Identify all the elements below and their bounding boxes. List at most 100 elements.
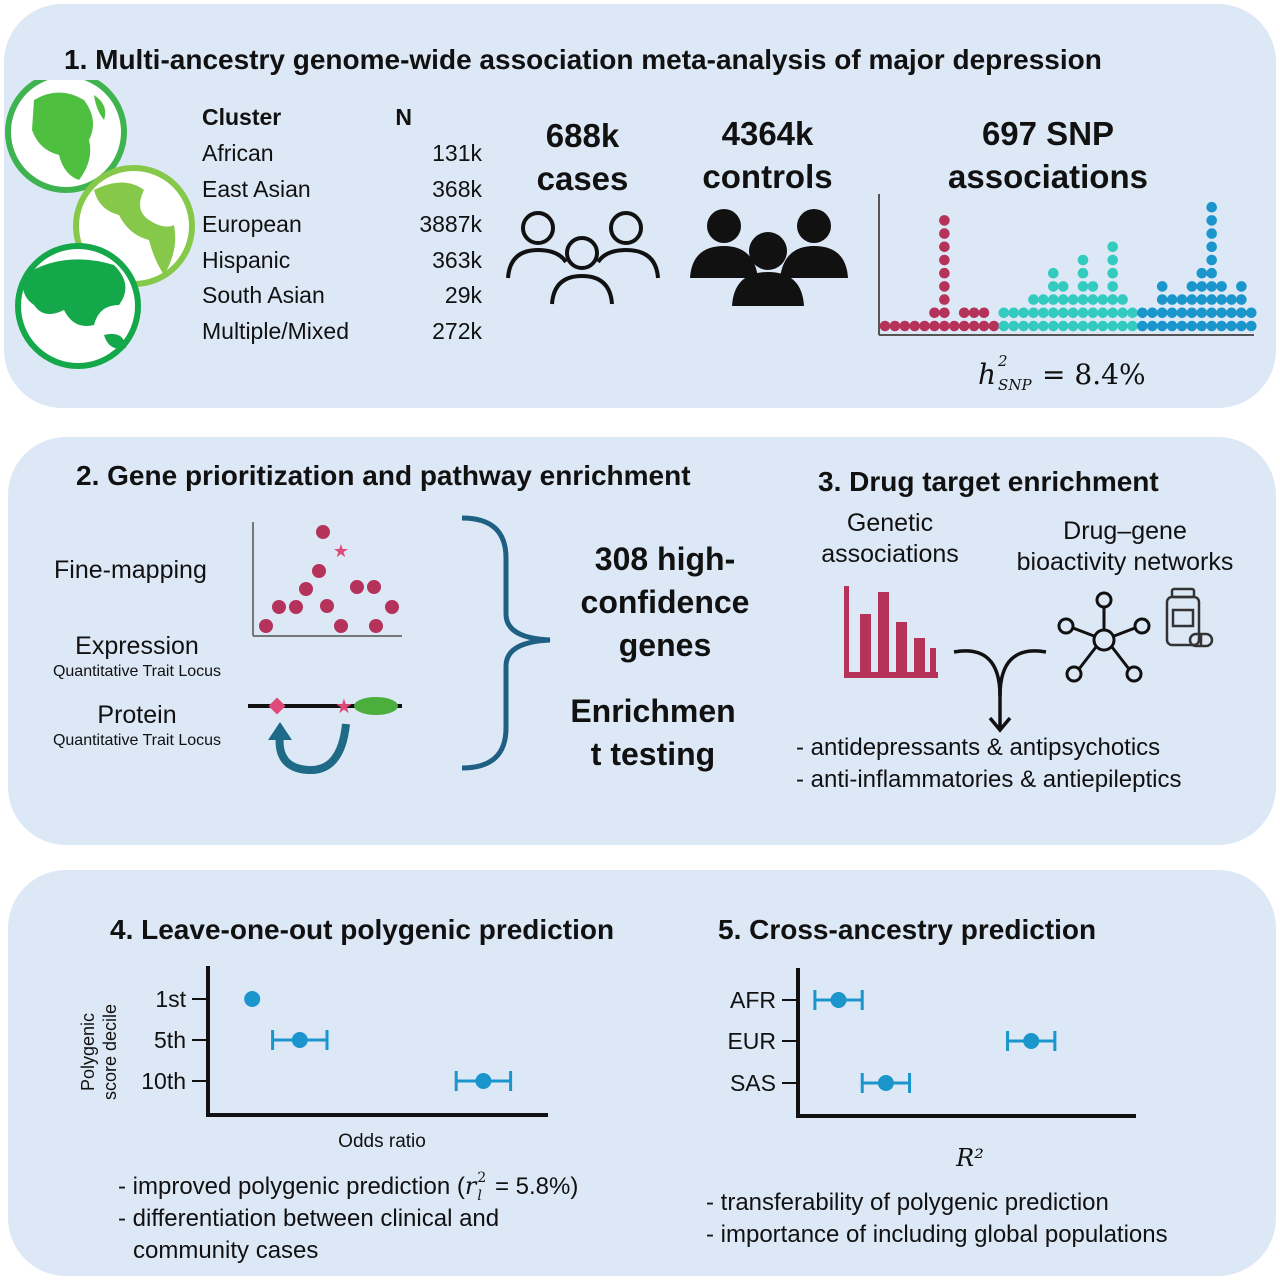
snp-dot [1087, 307, 1099, 319]
prediction-bullet-1: - improved polygenic prediction (r 2 l = 5… [118, 1170, 579, 1204]
panel4-title: 4. Leave-one-out polygenic prediction [110, 914, 615, 945]
snp-dot [929, 320, 940, 332]
snp-dot [1107, 254, 1118, 266]
snp-dot [939, 320, 950, 332]
snp-dot [1127, 320, 1138, 332]
snp-dot [1147, 320, 1158, 332]
ancestry-bullet-1: - transferability of polygenic predictio… [706, 1189, 1109, 1216]
data-point [244, 991, 261, 1007]
snp-dot [1196, 281, 1208, 292]
snp-dot [889, 320, 901, 332]
snp-dot [1196, 267, 1208, 279]
snp-dot [1206, 254, 1217, 266]
snp-dot [1097, 320, 1109, 332]
snp-dot [1226, 307, 1237, 319]
prediction-bullet-2: - differentiation between clinical and c… [118, 1203, 499, 1267]
medicine-bottle-icon [1165, 587, 1214, 648]
snp-dot [1216, 294, 1227, 305]
snp-dot [1048, 267, 1059, 279]
table-header: Cluster N [202, 104, 482, 140]
snp-dot [1067, 320, 1079, 332]
data-point [475, 1073, 492, 1089]
snp-dot [1117, 307, 1128, 319]
snp-dot [1206, 215, 1217, 226]
snp-dot [1236, 281, 1247, 292]
snp-dot [1067, 294, 1079, 305]
table-row: European 3887k [202, 211, 482, 247]
network-icon [1057, 591, 1151, 683]
snp-dot [1107, 281, 1118, 292]
globes-illustration [5, 80, 195, 369]
snp-dot [1186, 320, 1198, 332]
genetic-line2: associations [821, 540, 959, 568]
snp-dot [1038, 307, 1049, 319]
pqtl-label: Protein Quantitative Trait Locus [42, 701, 232, 750]
snp-dot [949, 320, 960, 332]
snp-dot [1196, 320, 1208, 332]
snp-dot [1166, 307, 1178, 319]
snp-dot [909, 320, 920, 332]
controls-label: controls [702, 158, 833, 195]
prediction-bullet-2-line2: community cases [133, 1237, 319, 1264]
network-line1: Drug–gene [1063, 517, 1187, 545]
snp-dot [1008, 307, 1019, 319]
panel-genes-drugs [8, 437, 1276, 845]
qtl-diagram: ★ [248, 696, 402, 774]
table-row: African 131k [202, 140, 482, 176]
n-header: N [395, 104, 412, 130]
snp-dot [1236, 320, 1247, 332]
cases-label: cases [536, 160, 629, 197]
snp-dot [1216, 320, 1227, 332]
snp-dot [968, 307, 980, 319]
snp-dot [1048, 320, 1059, 332]
snp-dot [1067, 307, 1079, 319]
snp-dot [1048, 294, 1059, 305]
cluster-name: Multiple/Mixed [202, 318, 349, 344]
snp-dot [1107, 307, 1118, 319]
genes-line2: confidence [580, 584, 750, 620]
panel3-title: 3. Drug target enrichment [818, 466, 1159, 497]
snp-dot [1107, 241, 1118, 253]
snp-dot [1097, 294, 1109, 305]
eqtl-label: Expression Quantitative Trait Locus [42, 632, 232, 681]
snp-dot [919, 320, 930, 332]
snp-dot [1077, 320, 1089, 332]
snp-dot [1048, 281, 1059, 292]
snp-dot [939, 241, 950, 253]
snp-dot [1107, 267, 1118, 279]
snp-dot [1156, 307, 1168, 319]
panel1-title: 1. Multi-ancestry genome-wide associatio… [64, 44, 1102, 75]
y-axis-label: Polygenic [78, 1013, 98, 1091]
snp-dot [1206, 320, 1217, 332]
snp-dot [1077, 281, 1089, 292]
cluster-n: 272k [432, 318, 482, 344]
controls-count: 4364k controls [680, 112, 855, 198]
cluster-name: South Asian [202, 282, 325, 308]
snp-dot [1196, 294, 1208, 305]
controls-people-icon [690, 209, 848, 306]
snp-dot [1186, 281, 1198, 292]
ancestry-bullet-2: - importance of including global populat… [706, 1221, 1168, 1248]
enrich-line1: Enrichmen [570, 693, 736, 729]
snp-dot [1246, 320, 1257, 332]
snp-dot [1057, 320, 1069, 332]
snp-dot [1087, 294, 1099, 305]
snp-dot [939, 215, 950, 226]
genetic-line1: Genetic [846, 509, 934, 537]
snp-dot [899, 320, 911, 332]
snp-dot [1028, 307, 1039, 319]
cluster-name: East Asian [202, 176, 311, 202]
snp-dot [1038, 320, 1049, 332]
snp-dot [1186, 307, 1198, 319]
table-row: Multiple/Mixed 272k [202, 318, 482, 354]
snp-dot [958, 307, 970, 319]
protein-label: Protein [97, 701, 177, 729]
snp-label: associations [948, 158, 1148, 195]
y-tick-label: EUR [727, 1028, 776, 1054]
expression-sub: Quantitative Trait Locus [52, 663, 222, 680]
snp-dot [958, 320, 970, 332]
data-point [877, 1075, 894, 1091]
snp-dot [1077, 294, 1089, 305]
snp-dot [1048, 307, 1059, 319]
globe-africa-icon [5, 80, 127, 193]
